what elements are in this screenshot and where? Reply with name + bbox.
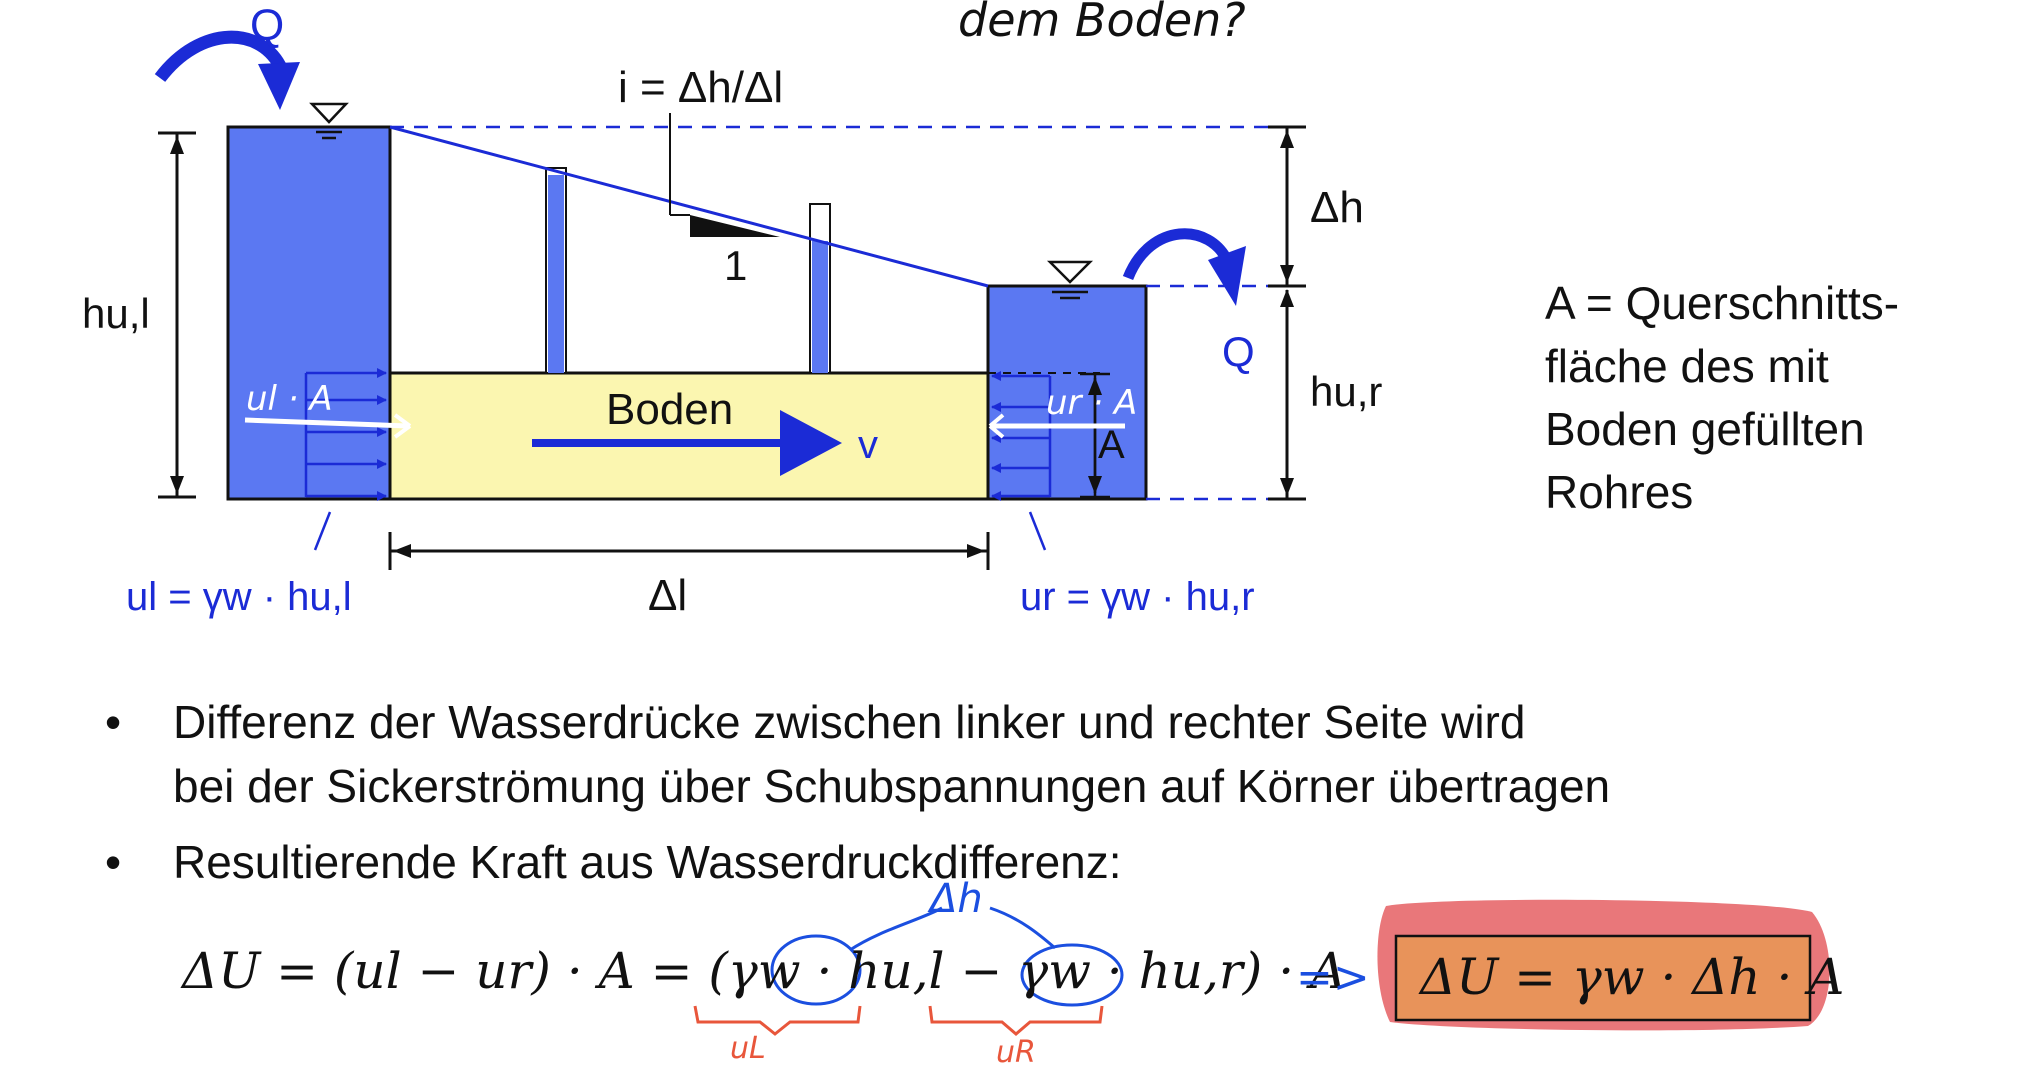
svg-text:ur · A: ur · A [1046, 383, 1137, 423]
handwritten-force-right: ur · A [988, 383, 1137, 439]
label-velocity: v [858, 423, 878, 467]
label-area: A [1098, 423, 1125, 467]
dimension-h-right [1268, 289, 1306, 501]
inflow-arrow [154, 30, 288, 83]
handwritten-brace-right: uR [996, 1035, 1036, 1070]
leader-right [1028, 511, 1047, 551]
handwritten-brace-left: uL [730, 1031, 766, 1066]
label-h-left: hu,l [82, 290, 150, 337]
bullet-dot: • [105, 836, 122, 888]
bullet-line: Resultierende Kraft aus Wasserdruckdiffe… [173, 836, 1122, 888]
soil-sample [388, 371, 990, 501]
dimension-delta-l [388, 532, 990, 570]
equation-arrow: => [1296, 952, 1370, 1003]
bullet-line: Differenz der Wasserdrücke zwischen link… [173, 696, 1526, 748]
label-u-right: ur = γw · hu,r [1020, 575, 1255, 619]
water-level-symbol-left [309, 102, 349, 140]
outflow-arrow [1122, 228, 1234, 281]
label-soil: Boden [606, 385, 733, 434]
area-note-line: fläche des mit [1545, 340, 1829, 392]
handwritten-delta-h: Δh [927, 876, 983, 922]
dimension-delta-h [1268, 125, 1306, 288]
bullet-list: • Differenz der Wasserdrücke zwischen li… [95, 690, 1995, 906]
label-delta-l: Δl [648, 571, 687, 620]
area-note-line: Boden gefüllten [1545, 403, 1865, 455]
pressure-arrows-left [306, 368, 387, 501]
water-level-symbol-right [1046, 260, 1094, 300]
label-flow-top: Q [250, 1, 284, 50]
area-note-line: A = Querschnitts- [1545, 277, 1900, 329]
bullet-dot: • [105, 696, 122, 748]
piezometric-line [389, 125, 989, 288]
right-reservoir [986, 284, 1148, 501]
equation-main: ΔU = (ul − ur) · A = (γw · hu,l − γw · h… [180, 942, 1346, 1000]
leader-left [313, 511, 332, 551]
svg-text:ul · A: ul · A [246, 379, 333, 419]
label-u-left: ul = γw · hu,l [126, 575, 352, 619]
label-delta-h: Δh [1310, 183, 1364, 232]
bullet-item: • Resultierende Kraft aus Wasserdruckdif… [95, 830, 1995, 894]
slope-indicator [669, 113, 780, 237]
bullet-line: bei der Sickerströmung über Schubspannun… [173, 760, 1611, 812]
area-note: A = Querschnitts- fläche des mit Boden g… [1545, 272, 2005, 524]
area-note-line: Rohres [1545, 466, 1694, 518]
piezometer-left-water [548, 175, 564, 373]
label-gradient: i = Δh/Δl [618, 63, 783, 112]
handwritten-equation-marks [693, 906, 1124, 1036]
dimension-h-left [158, 131, 196, 499]
bullet-item: • Differenz der Wasserdrücke zwischen li… [95, 690, 1995, 818]
label-slope-unit: 1 [724, 242, 747, 289]
handwritten-top-note: dem Boden? [958, 0, 1246, 47]
label-h-right: hu,r [1310, 368, 1382, 415]
dimension-area [1080, 372, 1110, 499]
piezometer-right-water [812, 241, 828, 373]
label-flow-right: Q [1222, 328, 1255, 375]
result-equation: ΔU = γw · Δh · A [1418, 948, 1844, 1006]
result-box [1394, 934, 1812, 1022]
handwritten-force-left: ul · A [244, 379, 412, 439]
left-reservoir [226, 125, 392, 501]
